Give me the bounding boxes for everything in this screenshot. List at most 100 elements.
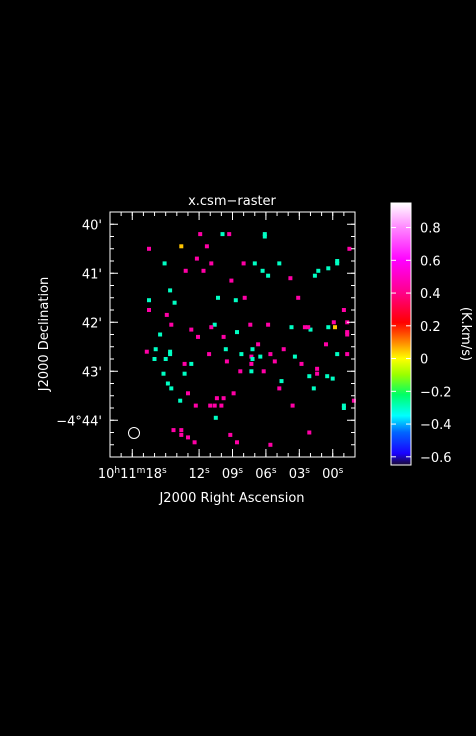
y-axis-label: J2000 Declination [37,277,52,393]
raster-pixel [209,261,214,266]
raster-pixel [224,359,229,364]
raster-pixel [347,246,352,251]
raster-pixel [235,440,239,445]
colorbar-tick-label: −0.2 [420,385,452,400]
raster-pixel [326,325,331,330]
raster-pixel [152,357,157,361]
colorbar-tick-label: −0.4 [420,418,452,433]
colorbar [390,202,412,466]
raster-pixel [345,332,350,337]
raster-pixel [220,232,225,237]
raster-pixel [182,361,187,366]
raster-pixel [333,325,337,330]
raster-pixel [296,295,301,300]
x-axis-label: J2000 Right Ascension [158,491,304,506]
raster-pixel [198,232,203,237]
raster-pixel [252,261,257,266]
raster-pixel [235,330,239,335]
raster-pixel [268,352,273,357]
raster-pixel [213,415,218,420]
raster-pixel [183,268,188,273]
raster-pixel [212,403,217,408]
raster-pixel [249,354,254,359]
raster-pixel [162,261,167,266]
raster-pixel [335,352,340,357]
raster-pixel [345,352,350,357]
raster-pixel [242,295,247,300]
raster-pixel [186,391,190,396]
colorbar-tick-label: −0.6 [420,451,452,466]
raster-pixel [144,349,149,354]
raster-pixel [233,298,238,303]
raster-pixel [262,232,267,237]
raster-pixel [311,386,316,391]
raster-pixel [341,403,346,408]
raster-pixel [189,327,194,332]
raster-pixel [341,308,346,312]
raster-pixel [279,379,284,384]
raster-pixel [179,244,184,249]
raster-pixel [299,361,304,366]
x-tick-label: 00s​ [322,466,344,482]
colorbar-ticks: 0.8 0.6 0.4 0.2 0 −0.2 −0.4 −0.6 [391,222,452,466]
raster-pixel [249,369,254,374]
raster-pixel [208,403,213,408]
raster-pixel [307,430,312,435]
colorbar-tick-label: 0 [420,353,428,368]
raster-pixel [212,322,217,327]
raster-pixel [228,432,233,437]
y-tick-label: 43' [82,365,102,380]
raster-pixel [168,352,173,357]
raster-pixel [351,398,356,403]
raster-pixel [147,308,151,312]
raster-pixel [272,359,277,364]
raster-pixel [341,406,346,410]
raster-pixel [186,435,190,440]
raster-pixel [231,391,236,396]
y-tick-label: 42' [82,316,102,331]
raster-pixel [172,300,177,305]
raster-pixel [192,440,197,445]
raster-pixel [292,354,297,359]
beam-ellipse [128,427,140,439]
axes-layer: 10h​11m​18s​ 12s​ 09s​ 06s​ 03s​ 00s​ 40' 41' 42… [56,212,356,482]
chart-title: x.csm−raster [188,194,276,209]
raster-pixel [289,325,294,330]
raster-pixel [307,374,312,379]
raster-pixel [315,371,320,376]
raster-pixel [163,357,168,361]
colorbar-tick-label: 0.2 [420,320,441,335]
raster-pixel [229,278,234,283]
raster-pixel [221,396,226,401]
raster-pixel [194,256,199,261]
raster-pixel [306,325,311,330]
raster-pixel [147,246,151,251]
raster-pixel [196,334,200,339]
raster-pixel [193,403,198,408]
raster-pixel [277,386,282,391]
raster-pixel [165,381,170,386]
raster-pixel [168,349,173,354]
raster-pixel [268,442,273,447]
raster-pixel [326,266,331,271]
raster-pixel [221,334,226,339]
raster-pixel [261,369,266,374]
raster-pixel [315,366,320,371]
raster-pixel [266,273,271,278]
raster-pixel [248,322,253,327]
raster-pixel [171,428,176,433]
y-tick-label: −4°44' [56,414,102,429]
x-tick-label: 09s​ [222,466,244,482]
raster-pixel [158,332,163,337]
pixel-layer [144,232,356,447]
raster-pixel [207,352,212,357]
raster-pixel [325,374,330,379]
x-tick-label: 12s​ [188,466,210,482]
raster-pixel [288,276,293,281]
raster-pixel [147,298,151,303]
colorbar-tick-label: 0.6 [420,254,441,269]
raster-pixel [182,371,187,376]
colorbar-label: (K.km/s) [458,307,473,361]
raster-pixel [266,322,271,327]
